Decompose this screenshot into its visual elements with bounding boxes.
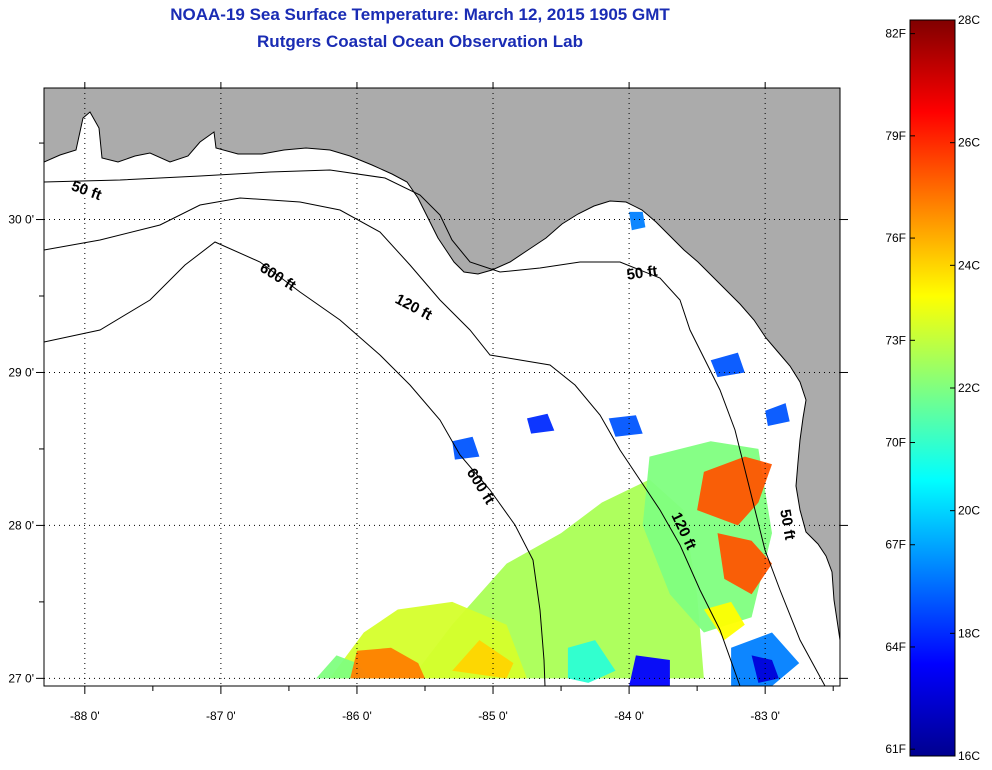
sst-patch (710, 352, 745, 378)
colorbar-celsius-label: 18C (958, 626, 980, 640)
colorbar-labels: 28C 26C 24C 22C 20C 18C 16C 82F 79F 76F 73F 70F 67F 6… (885, 13, 980, 763)
lat-tick-label: 28 0' (8, 518, 34, 532)
sst-patch (527, 413, 555, 434)
sst-patch (697, 456, 772, 526)
map-frame (43, 87, 841, 687)
contour-50ft (44, 169, 826, 686)
colorbar-celsius-label: 20C (958, 504, 980, 518)
sst-patch (703, 601, 745, 641)
depth-contour-label: 50 ft (776, 508, 798, 541)
colorbar-fahrenheit-label: 67F (885, 538, 906, 552)
sst-layer (316, 211, 800, 686)
depth-contour-label: 50 ft (626, 263, 659, 284)
sst-patch (350, 647, 425, 679)
contour-600ft (44, 241, 546, 686)
lat-tick-label: 29 0' (8, 365, 34, 379)
colorbar-fahrenheit-label: 76F (885, 231, 906, 245)
lon-tick-label: -88 0' (70, 709, 100, 723)
lon-tick-label: -86 0' (342, 709, 372, 723)
colorbar (909, 19, 956, 757)
sst-patch (751, 655, 779, 683)
colorbar-fahrenheit-label: 64F (885, 640, 906, 654)
colorbar-celsius-label: 28C (958, 13, 980, 27)
colorbar-celsius-label: 24C (958, 258, 980, 272)
contour-120ft (44, 197, 741, 686)
lat-tick-label: 27 0' (8, 671, 34, 685)
map-title: NOAA-19 Sea Surface Temperature: March 1… (170, 5, 670, 24)
depth-contours (44, 169, 826, 686)
colorbar-fahrenheit-label: 82F (885, 27, 906, 41)
lon-tick-label: -83 0' (750, 709, 780, 723)
axes: -88 0' -87 0' -86 0' -85 0' -84 0' -83 0' 30 0… (8, 82, 848, 723)
sst-patch (452, 640, 514, 679)
colorbar-fahrenheit-label: 61F (885, 742, 906, 756)
colorbar-celsius-label: 22C (958, 381, 980, 395)
sst-patch (629, 211, 646, 231)
sst-patch (629, 655, 670, 686)
colorbar-fahrenheit-label: 73F (885, 333, 906, 347)
lon-tick-label: -84 0' (614, 709, 644, 723)
colorbar-celsius-label: 26C (958, 136, 980, 150)
sst-patch (717, 533, 772, 595)
colorbar-celsius-label: 16C (958, 749, 980, 763)
sst-patch (567, 640, 616, 683)
sst-patch (608, 415, 643, 437)
sst-patch (765, 403, 790, 426)
colorbar-fahrenheit-label: 70F (885, 436, 906, 450)
colorbar-fahrenheit-label: 79F (885, 129, 906, 143)
map-subtitle: Rutgers Coastal Ocean Observation Lab (257, 32, 583, 51)
lon-tick-label: -87 0' (206, 709, 236, 723)
lat-tick-label: 30 0' (8, 213, 34, 227)
lon-tick-label: -85 0' (478, 709, 508, 723)
